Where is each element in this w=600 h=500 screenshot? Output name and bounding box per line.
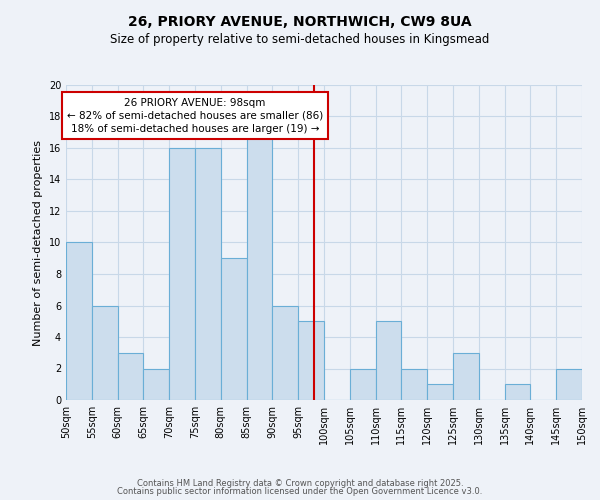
Bar xyxy=(350,368,376,400)
Bar xyxy=(221,258,247,400)
Bar xyxy=(169,148,195,400)
Bar xyxy=(298,322,324,400)
Bar xyxy=(556,368,582,400)
Text: Contains HM Land Registry data © Crown copyright and database right 2025.: Contains HM Land Registry data © Crown c… xyxy=(137,478,463,488)
Bar xyxy=(247,132,272,400)
Bar xyxy=(118,353,143,400)
Y-axis label: Number of semi-detached properties: Number of semi-detached properties xyxy=(33,140,43,346)
Bar xyxy=(92,306,118,400)
Bar xyxy=(66,242,92,400)
Bar xyxy=(427,384,453,400)
Bar xyxy=(195,148,221,400)
Bar xyxy=(272,306,298,400)
Bar xyxy=(376,322,401,400)
Text: 26 PRIORY AVENUE: 98sqm
← 82% of semi-detached houses are smaller (86)
18% of se: 26 PRIORY AVENUE: 98sqm ← 82% of semi-de… xyxy=(67,98,323,134)
Bar xyxy=(505,384,530,400)
Text: 26, PRIORY AVENUE, NORTHWICH, CW9 8UA: 26, PRIORY AVENUE, NORTHWICH, CW9 8UA xyxy=(128,15,472,29)
Bar xyxy=(143,368,169,400)
Bar xyxy=(401,368,427,400)
Text: Size of property relative to semi-detached houses in Kingsmead: Size of property relative to semi-detach… xyxy=(110,32,490,46)
Text: Contains public sector information licensed under the Open Government Licence v3: Contains public sector information licen… xyxy=(118,487,482,496)
Bar xyxy=(453,353,479,400)
